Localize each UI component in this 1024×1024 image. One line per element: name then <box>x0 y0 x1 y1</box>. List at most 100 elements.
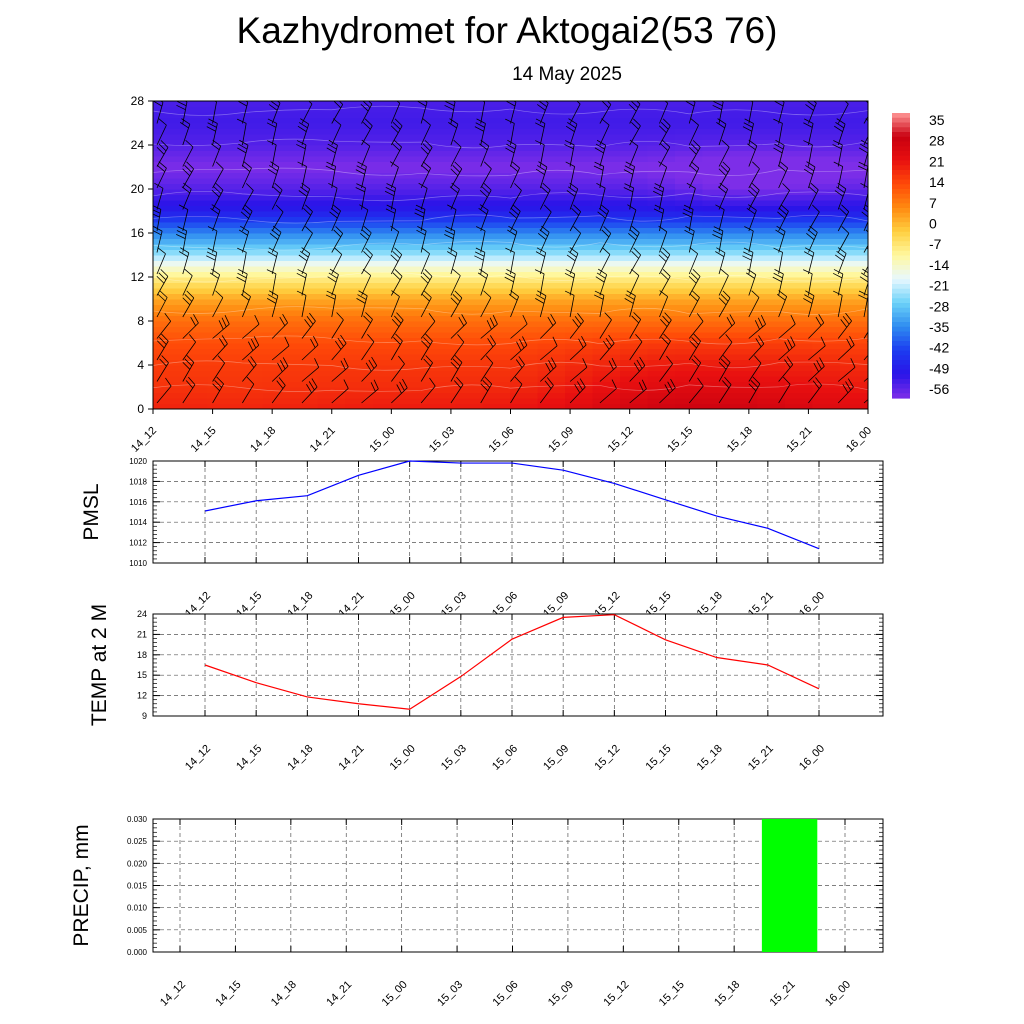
heatmap-cell <box>427 150 456 157</box>
wind-barb-flag <box>186 161 194 170</box>
wind-barb-flag <box>805 104 814 111</box>
wind-barb <box>594 139 607 167</box>
heatmap-cell <box>153 386 181 393</box>
wind-barb-flag <box>336 312 344 321</box>
heatmap-cell <box>235 375 264 382</box>
wind-barb-flag <box>858 290 868 296</box>
wind-barb-flag <box>156 340 165 349</box>
wind-barb <box>688 333 701 361</box>
heatmap-cell <box>702 386 731 393</box>
heatmap-cell <box>510 309 539 316</box>
heatmap-cell <box>510 183 539 190</box>
heatmap-cell <box>290 392 319 399</box>
wind-barb-staff <box>540 345 558 361</box>
wind-barb-flag <box>746 207 756 215</box>
heatmap-cell <box>537 161 566 168</box>
heatmap-cell <box>675 232 704 239</box>
heatmap-xtick-label: 15_00 <box>367 425 397 455</box>
heatmap-cell <box>675 320 704 327</box>
heatmap-cell <box>372 298 401 305</box>
heatmap-cell <box>785 254 814 261</box>
heatmap-cell <box>675 342 704 349</box>
wind-barb-flag <box>662 269 671 277</box>
wind-barb-flag <box>865 101 868 104</box>
wind-barb <box>296 290 307 318</box>
heatmap-cell <box>400 183 429 190</box>
heatmap-cell <box>372 161 401 168</box>
heatmap-cell <box>427 183 456 190</box>
heatmap-cell <box>537 375 566 382</box>
heatmap-cell <box>427 227 456 234</box>
wind-barb-flag <box>743 122 753 128</box>
heatmap-cell <box>510 282 539 289</box>
heatmap-cell <box>592 101 621 107</box>
wind-barb-flag <box>237 272 247 279</box>
wind-barb-flag <box>717 118 727 125</box>
wind-barb-flag <box>812 204 820 213</box>
heatmap-cell <box>180 392 209 399</box>
heatmap-xtick-label: 15_21 <box>784 425 814 455</box>
wind-barb <box>271 377 286 404</box>
wind-barb-flag <box>716 122 725 129</box>
heatmap-cell <box>647 337 676 344</box>
heatmap-cell <box>537 183 566 190</box>
wind-barb-flag <box>242 290 251 297</box>
wind-barb-flag <box>186 355 195 363</box>
wind-barb-flag <box>660 318 668 327</box>
wind-barb-flag <box>508 225 518 232</box>
heatmap-cell <box>840 315 868 322</box>
heatmap-cell <box>510 177 539 184</box>
wind-barb <box>537 101 549 124</box>
heatmap-cell <box>730 111 759 118</box>
heatmap-cell <box>812 276 841 283</box>
wind-barb-flag <box>219 338 226 347</box>
heatmap-cell <box>757 227 786 234</box>
heatmap-cell <box>235 249 264 256</box>
wind-barb <box>475 226 486 253</box>
heatmap-cell <box>207 238 236 245</box>
wind-barb-staff <box>156 124 167 146</box>
wind-barb-flag <box>444 234 454 240</box>
heatmap-cell <box>180 287 209 294</box>
wind-barb-flag <box>608 360 614 370</box>
heatmap-cell <box>482 386 511 393</box>
wind-barb-flag <box>722 290 731 299</box>
heatmap-cell <box>812 101 841 107</box>
heatmap-cell <box>702 183 731 190</box>
wind-barb <box>505 247 515 275</box>
heatmap-cell <box>345 331 374 338</box>
wind-barb-flag <box>713 226 724 232</box>
heatmap-cell <box>537 188 566 195</box>
heatmap-cell <box>785 320 814 327</box>
heatmap-cell <box>812 403 841 409</box>
wind-barb-staff <box>450 275 461 296</box>
wind-barb-flag <box>363 251 371 259</box>
heatmap-cell <box>372 265 401 272</box>
heatmap-cell <box>262 216 291 223</box>
wind-barb-flag <box>712 104 722 111</box>
colorbar-cell <box>892 322 910 328</box>
heatmap-cell <box>537 194 566 201</box>
wind-barb <box>331 247 343 275</box>
heatmap-cell <box>345 315 374 322</box>
heatmap-cell <box>702 403 731 409</box>
heatmap-cell <box>372 243 401 250</box>
heatmap-cell <box>537 309 566 316</box>
wind-barb-flag <box>391 290 400 297</box>
heatmap-cell <box>235 386 264 393</box>
heatmap-cell <box>757 386 786 393</box>
heatmap-cell <box>702 304 731 311</box>
wind-barb <box>156 355 169 382</box>
wind-barb-flag <box>450 297 459 306</box>
wind-barb-flag <box>536 294 546 300</box>
heatmap-cell <box>730 392 759 399</box>
wind-barb-flag <box>484 376 493 385</box>
heatmap-cell <box>730 161 759 168</box>
heatmap-cell <box>290 221 319 228</box>
wind-barb-flag <box>661 337 669 345</box>
wind-barb <box>361 379 379 404</box>
wind-barb-flag <box>818 313 825 323</box>
wind-barb-flag <box>276 101 281 104</box>
wind-barb-flag <box>571 207 580 216</box>
wind-barb-flag <box>237 101 248 107</box>
